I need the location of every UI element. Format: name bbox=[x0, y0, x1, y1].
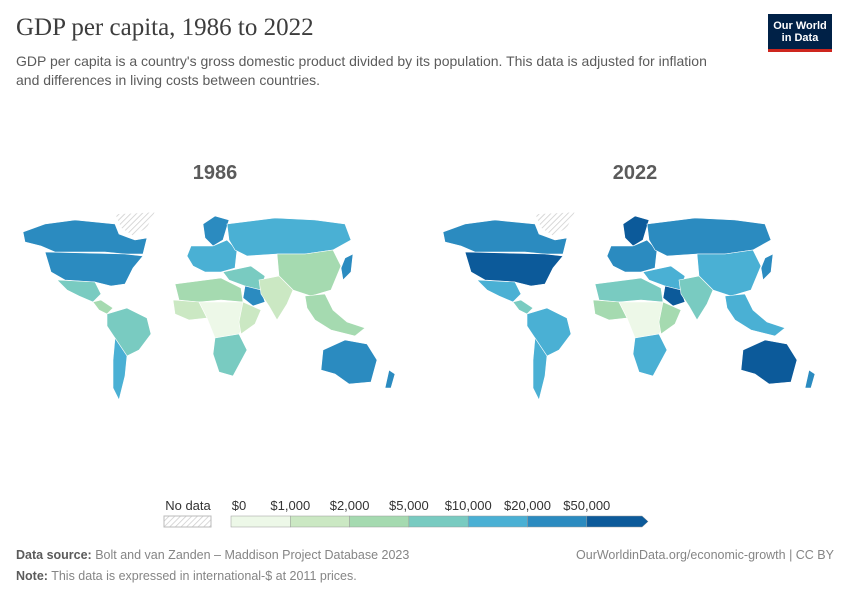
country-region-india[interactable] bbox=[678, 275, 714, 321]
country-region-central-america[interactable] bbox=[92, 299, 114, 315]
country-region-east-africa[interactable] bbox=[238, 301, 262, 335]
country-region-southeast-asia[interactable] bbox=[724, 293, 786, 337]
country-region-argentina[interactable] bbox=[112, 337, 128, 401]
country-region-scandinavia[interactable] bbox=[622, 215, 650, 247]
world-map-1986[interactable] bbox=[15, 210, 420, 410]
country-region-canada[interactable] bbox=[22, 219, 148, 255]
source-label: Data source: bbox=[16, 548, 92, 562]
country-region-southeast-asia[interactable] bbox=[304, 293, 366, 337]
country-region-japan[interactable] bbox=[760, 253, 774, 281]
country-region-mexico[interactable] bbox=[476, 279, 522, 303]
country-region-new-zealand[interactable] bbox=[384, 369, 396, 389]
country-region-gulf[interactable] bbox=[242, 285, 266, 307]
country-region-north-africa[interactable] bbox=[594, 277, 664, 303]
source-text[interactable]: Bolt and van Zanden – Maddison Project D… bbox=[95, 548, 410, 562]
country-region-argentina[interactable] bbox=[532, 337, 548, 401]
legend-swatch[interactable] bbox=[527, 515, 588, 528]
legend-tick-label: $50,000 bbox=[563, 498, 611, 513]
country-region-new-zealand[interactable] bbox=[804, 369, 816, 389]
country-region-usa[interactable] bbox=[44, 251, 144, 287]
legend-no-data-label: No data bbox=[165, 498, 211, 513]
country-region-north-africa[interactable] bbox=[174, 277, 244, 303]
country-region-west-africa[interactable] bbox=[592, 299, 628, 321]
legend-tick-label: $20,000 bbox=[504, 498, 551, 513]
country-region-europe[interactable] bbox=[186, 239, 238, 273]
legend-no-data-swatch bbox=[163, 515, 212, 528]
country-region-west-africa[interactable] bbox=[172, 299, 208, 321]
country-region-europe[interactable] bbox=[606, 239, 658, 273]
country-region-southern-africa[interactable] bbox=[212, 333, 248, 377]
country-region-east-africa[interactable] bbox=[658, 301, 682, 335]
country-region-usa[interactable] bbox=[464, 251, 564, 287]
note-text: This data is expressed in international-… bbox=[51, 569, 357, 583]
legend-swatch[interactable] bbox=[349, 515, 410, 528]
world-map-2022[interactable] bbox=[435, 210, 840, 410]
country-region-southern-africa[interactable] bbox=[632, 333, 668, 377]
owid-logo[interactable]: Our World in Data bbox=[768, 14, 832, 52]
country-region-india[interactable] bbox=[258, 275, 294, 321]
country-region-scandinavia[interactable] bbox=[202, 215, 230, 247]
country-region-australia[interactable] bbox=[740, 339, 798, 385]
country-region-south-america[interactable] bbox=[106, 307, 152, 357]
legend-tick-label: $1,000 bbox=[270, 498, 311, 513]
chart-subtitle: GDP per capita is a country's gross dome… bbox=[16, 53, 707, 88]
legend-swatch[interactable] bbox=[467, 515, 528, 528]
country-region-canada[interactable] bbox=[442, 219, 568, 255]
legend-swatch[interactable] bbox=[230, 515, 291, 528]
chart-title: GDP per capita, 1986 to 2022 bbox=[16, 14, 314, 41]
footer-url[interactable]: OurWorldinData.org/economic-growth | CC … bbox=[576, 548, 834, 562]
legend-swatch[interactable] bbox=[586, 515, 649, 528]
country-region-greenland[interactable] bbox=[534, 211, 576, 237]
legend-color-bar bbox=[163, 515, 649, 528]
map-year-2022: 2022 bbox=[612, 162, 658, 184]
country-region-south-america[interactable] bbox=[526, 307, 572, 357]
country-region-australia[interactable] bbox=[320, 339, 378, 385]
country-region-gulf[interactable] bbox=[662, 285, 686, 307]
legend-tick-label: $10,000 bbox=[444, 498, 492, 513]
country-region-mexico[interactable] bbox=[56, 279, 102, 303]
legend-tick-label: $5,000 bbox=[389, 498, 429, 513]
country-region-greenland[interactable] bbox=[114, 211, 156, 237]
note-label: Note: bbox=[16, 569, 48, 583]
legend-tick-label: $2,000 bbox=[329, 498, 370, 513]
country-region-japan[interactable] bbox=[340, 253, 354, 281]
data-source: Data source: Bolt and van Zanden – Maddi… bbox=[16, 548, 409, 562]
legend-swatch[interactable] bbox=[290, 515, 350, 528]
legend-tick-label: $0 bbox=[231, 498, 247, 513]
map-year-1986: 1986 bbox=[192, 162, 238, 184]
country-region-central-america[interactable] bbox=[512, 299, 534, 315]
legend-swatch[interactable] bbox=[408, 515, 469, 528]
legend: No data $0 $1,000 $2,000 $5,000 $10,000 $20,0… bbox=[0, 498, 850, 538]
note: Note: This data is expressed in internat… bbox=[16, 569, 357, 583]
